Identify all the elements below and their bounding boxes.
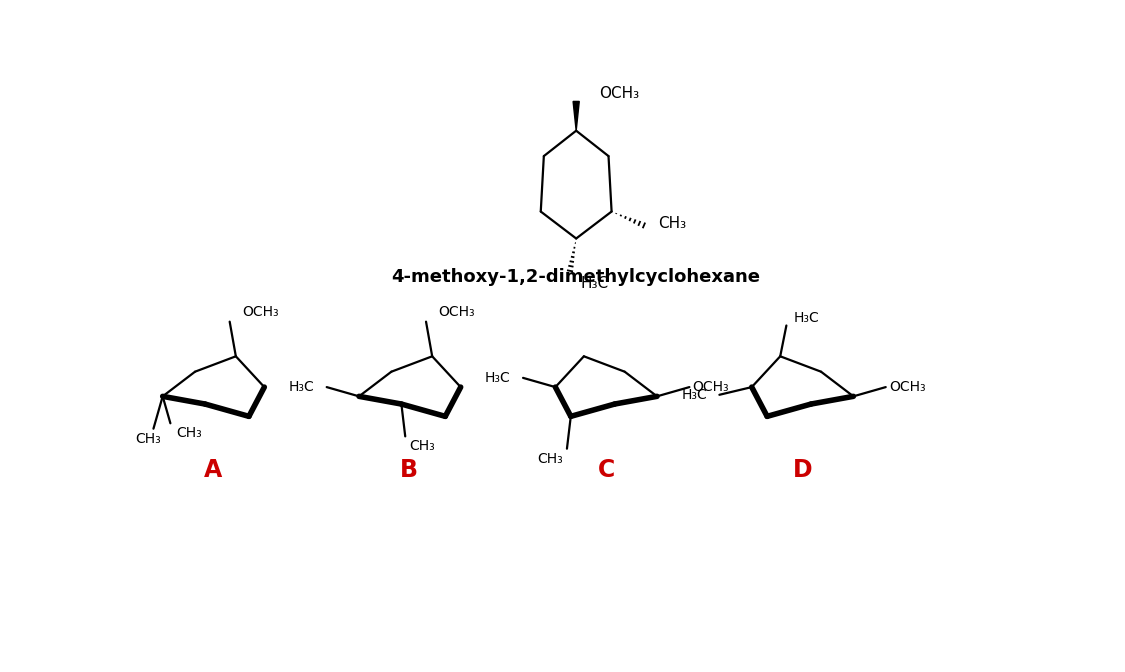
Text: CH₃: CH₃ [658, 216, 686, 231]
Text: B: B [400, 458, 418, 482]
Text: H₃C: H₃C [682, 388, 708, 402]
Text: A: A [204, 458, 222, 482]
Text: CH₃: CH₃ [538, 452, 564, 466]
Text: CH₃: CH₃ [177, 426, 202, 440]
Text: D: D [793, 458, 812, 482]
Text: OCH₃: OCH₃ [439, 304, 475, 319]
Text: H₃C: H₃C [580, 276, 609, 291]
Text: C: C [597, 458, 615, 482]
Text: OCH₃: OCH₃ [242, 304, 279, 319]
Text: 4-methoxy-1,2-dimethylcyclohexane: 4-methoxy-1,2-dimethylcyclohexane [392, 268, 760, 286]
Text: OCH₃: OCH₃ [693, 380, 729, 394]
Text: CH₃: CH₃ [410, 439, 435, 454]
Text: H₃C: H₃C [485, 371, 511, 385]
Text: OCH₃: OCH₃ [889, 380, 926, 394]
Text: CH₃: CH₃ [136, 431, 162, 446]
Text: H₃C: H₃C [289, 380, 314, 394]
Polygon shape [573, 101, 579, 130]
Text: OCH₃: OCH₃ [600, 86, 639, 101]
Text: H₃C: H₃C [794, 310, 820, 325]
